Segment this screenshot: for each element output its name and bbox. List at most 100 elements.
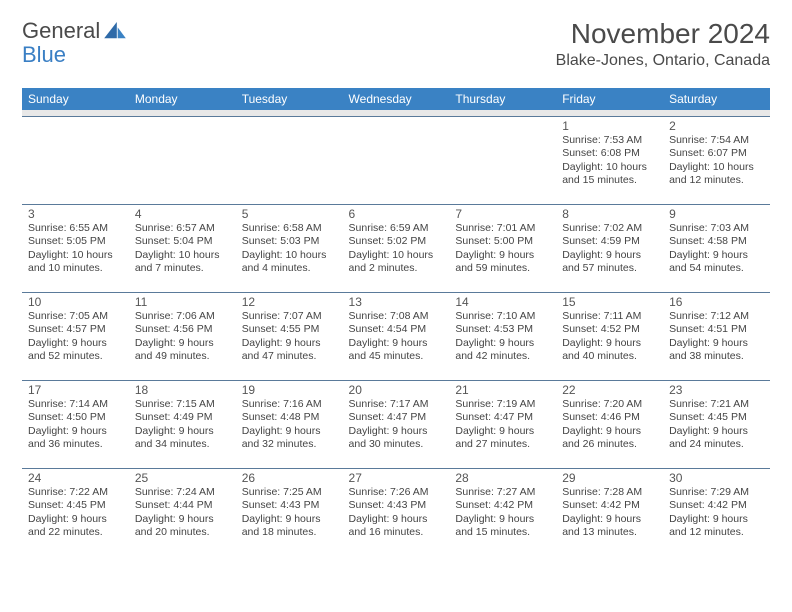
day-cell: 11Sunrise: 7:06 AMSunset: 4:56 PMDayligh… bbox=[129, 292, 236, 380]
day-info: Sunrise: 6:55 AMSunset: 5:05 PMDaylight:… bbox=[28, 222, 123, 277]
month-title: November 2024 bbox=[556, 18, 770, 50]
day-number: 22 bbox=[562, 383, 657, 397]
day-number: 3 bbox=[28, 207, 123, 221]
day-info: Sunrise: 7:28 AMSunset: 4:42 PMDaylight:… bbox=[562, 486, 657, 541]
day-cell: 30Sunrise: 7:29 AMSunset: 4:42 PMDayligh… bbox=[663, 468, 770, 556]
logo-text-blue: Blue bbox=[22, 42, 66, 67]
empty-cell bbox=[449, 116, 556, 204]
day-cell: 28Sunrise: 7:27 AMSunset: 4:42 PMDayligh… bbox=[449, 468, 556, 556]
day-info: Sunrise: 7:54 AMSunset: 6:07 PMDaylight:… bbox=[669, 134, 764, 189]
sail-icon bbox=[104, 22, 126, 40]
day-info: Sunrise: 7:08 AMSunset: 4:54 PMDaylight:… bbox=[349, 310, 444, 365]
day-cell: 10Sunrise: 7:05 AMSunset: 4:57 PMDayligh… bbox=[22, 292, 129, 380]
day-info: Sunrise: 7:02 AMSunset: 4:59 PMDaylight:… bbox=[562, 222, 657, 277]
day-info: Sunrise: 7:25 AMSunset: 4:43 PMDaylight:… bbox=[242, 486, 337, 541]
day-cell: 1Sunrise: 7:53 AMSunset: 6:08 PMDaylight… bbox=[556, 116, 663, 204]
weekday-header: Thursday bbox=[449, 88, 556, 110]
week-row: 17Sunrise: 7:14 AMSunset: 4:50 PMDayligh… bbox=[22, 380, 770, 468]
day-info: Sunrise: 7:24 AMSunset: 4:44 PMDaylight:… bbox=[135, 486, 230, 541]
day-number: 23 bbox=[669, 383, 764, 397]
day-info: Sunrise: 7:05 AMSunset: 4:57 PMDaylight:… bbox=[28, 310, 123, 365]
day-info: Sunrise: 6:58 AMSunset: 5:03 PMDaylight:… bbox=[242, 222, 337, 277]
day-info: Sunrise: 7:26 AMSunset: 4:43 PMDaylight:… bbox=[349, 486, 444, 541]
day-number: 14 bbox=[455, 295, 550, 309]
weekday-header: Saturday bbox=[663, 88, 770, 110]
day-cell: 8Sunrise: 7:02 AMSunset: 4:59 PMDaylight… bbox=[556, 204, 663, 292]
empty-cell bbox=[22, 116, 129, 204]
day-number: 26 bbox=[242, 471, 337, 485]
day-number: 13 bbox=[349, 295, 444, 309]
title-block: November 2024 Blake-Jones, Ontario, Cana… bbox=[556, 18, 770, 70]
day-cell: 15Sunrise: 7:11 AMSunset: 4:52 PMDayligh… bbox=[556, 292, 663, 380]
day-number: 29 bbox=[562, 471, 657, 485]
day-info: Sunrise: 7:03 AMSunset: 4:58 PMDaylight:… bbox=[669, 222, 764, 277]
day-number: 30 bbox=[669, 471, 764, 485]
day-cell: 7Sunrise: 7:01 AMSunset: 5:00 PMDaylight… bbox=[449, 204, 556, 292]
day-info: Sunrise: 7:12 AMSunset: 4:51 PMDaylight:… bbox=[669, 310, 764, 365]
day-cell: 12Sunrise: 7:07 AMSunset: 4:55 PMDayligh… bbox=[236, 292, 343, 380]
day-info: Sunrise: 7:53 AMSunset: 6:08 PMDaylight:… bbox=[562, 134, 657, 189]
day-number: 16 bbox=[669, 295, 764, 309]
day-cell: 22Sunrise: 7:20 AMSunset: 4:46 PMDayligh… bbox=[556, 380, 663, 468]
day-cell: 13Sunrise: 7:08 AMSunset: 4:54 PMDayligh… bbox=[343, 292, 450, 380]
day-cell: 27Sunrise: 7:26 AMSunset: 4:43 PMDayligh… bbox=[343, 468, 450, 556]
day-number: 10 bbox=[28, 295, 123, 309]
location: Blake-Jones, Ontario, Canada bbox=[556, 52, 770, 70]
day-number: 11 bbox=[135, 295, 230, 309]
weekday-header-row: SundayMondayTuesdayWednesdayThursdayFrid… bbox=[22, 88, 770, 110]
day-cell: 24Sunrise: 7:22 AMSunset: 4:45 PMDayligh… bbox=[22, 468, 129, 556]
day-info: Sunrise: 7:20 AMSunset: 4:46 PMDaylight:… bbox=[562, 398, 657, 453]
day-number: 17 bbox=[28, 383, 123, 397]
week-row: 1Sunrise: 7:53 AMSunset: 6:08 PMDaylight… bbox=[22, 116, 770, 204]
day-info: Sunrise: 7:15 AMSunset: 4:49 PMDaylight:… bbox=[135, 398, 230, 453]
day-number: 24 bbox=[28, 471, 123, 485]
day-cell: 20Sunrise: 7:17 AMSunset: 4:47 PMDayligh… bbox=[343, 380, 450, 468]
day-info: Sunrise: 7:06 AMSunset: 4:56 PMDaylight:… bbox=[135, 310, 230, 365]
day-cell: 14Sunrise: 7:10 AMSunset: 4:53 PMDayligh… bbox=[449, 292, 556, 380]
day-info: Sunrise: 7:16 AMSunset: 4:48 PMDaylight:… bbox=[242, 398, 337, 453]
calendar-table: SundayMondayTuesdayWednesdayThursdayFrid… bbox=[22, 88, 770, 556]
day-info: Sunrise: 7:22 AMSunset: 4:45 PMDaylight:… bbox=[28, 486, 123, 541]
day-number: 19 bbox=[242, 383, 337, 397]
day-number: 8 bbox=[562, 207, 657, 221]
weekday-header: Monday bbox=[129, 88, 236, 110]
day-number: 9 bbox=[669, 207, 764, 221]
day-number: 12 bbox=[242, 295, 337, 309]
day-info: Sunrise: 7:07 AMSunset: 4:55 PMDaylight:… bbox=[242, 310, 337, 365]
day-info: Sunrise: 7:27 AMSunset: 4:42 PMDaylight:… bbox=[455, 486, 550, 541]
day-cell: 3Sunrise: 6:55 AMSunset: 5:05 PMDaylight… bbox=[22, 204, 129, 292]
empty-cell bbox=[129, 116, 236, 204]
day-cell: 18Sunrise: 7:15 AMSunset: 4:49 PMDayligh… bbox=[129, 380, 236, 468]
day-number: 7 bbox=[455, 207, 550, 221]
week-row: 10Sunrise: 7:05 AMSunset: 4:57 PMDayligh… bbox=[22, 292, 770, 380]
weekday-header: Sunday bbox=[22, 88, 129, 110]
day-cell: 16Sunrise: 7:12 AMSunset: 4:51 PMDayligh… bbox=[663, 292, 770, 380]
day-number: 1 bbox=[562, 119, 657, 133]
day-cell: 25Sunrise: 7:24 AMSunset: 4:44 PMDayligh… bbox=[129, 468, 236, 556]
week-row: 24Sunrise: 7:22 AMSunset: 4:45 PMDayligh… bbox=[22, 468, 770, 556]
day-number: 27 bbox=[349, 471, 444, 485]
logo-blue-row: Blue bbox=[22, 42, 66, 68]
day-info: Sunrise: 7:11 AMSunset: 4:52 PMDaylight:… bbox=[562, 310, 657, 365]
day-cell: 19Sunrise: 7:16 AMSunset: 4:48 PMDayligh… bbox=[236, 380, 343, 468]
day-cell: 23Sunrise: 7:21 AMSunset: 4:45 PMDayligh… bbox=[663, 380, 770, 468]
day-cell: 21Sunrise: 7:19 AMSunset: 4:47 PMDayligh… bbox=[449, 380, 556, 468]
logo: General bbox=[22, 18, 130, 44]
weekday-header: Wednesday bbox=[343, 88, 450, 110]
empty-cell bbox=[236, 116, 343, 204]
day-number: 20 bbox=[349, 383, 444, 397]
day-info: Sunrise: 6:57 AMSunset: 5:04 PMDaylight:… bbox=[135, 222, 230, 277]
day-cell: 6Sunrise: 6:59 AMSunset: 5:02 PMDaylight… bbox=[343, 204, 450, 292]
day-number: 4 bbox=[135, 207, 230, 221]
day-number: 21 bbox=[455, 383, 550, 397]
day-info: Sunrise: 7:14 AMSunset: 4:50 PMDaylight:… bbox=[28, 398, 123, 453]
header: General November 2024 Blake-Jones, Ontar… bbox=[22, 18, 770, 70]
day-cell: 17Sunrise: 7:14 AMSunset: 4:50 PMDayligh… bbox=[22, 380, 129, 468]
day-info: Sunrise: 7:17 AMSunset: 4:47 PMDaylight:… bbox=[349, 398, 444, 453]
day-cell: 29Sunrise: 7:28 AMSunset: 4:42 PMDayligh… bbox=[556, 468, 663, 556]
day-cell: 2Sunrise: 7:54 AMSunset: 6:07 PMDaylight… bbox=[663, 116, 770, 204]
day-info: Sunrise: 7:21 AMSunset: 4:45 PMDaylight:… bbox=[669, 398, 764, 453]
empty-cell bbox=[343, 116, 450, 204]
day-number: 2 bbox=[669, 119, 764, 133]
day-info: Sunrise: 7:19 AMSunset: 4:47 PMDaylight:… bbox=[455, 398, 550, 453]
